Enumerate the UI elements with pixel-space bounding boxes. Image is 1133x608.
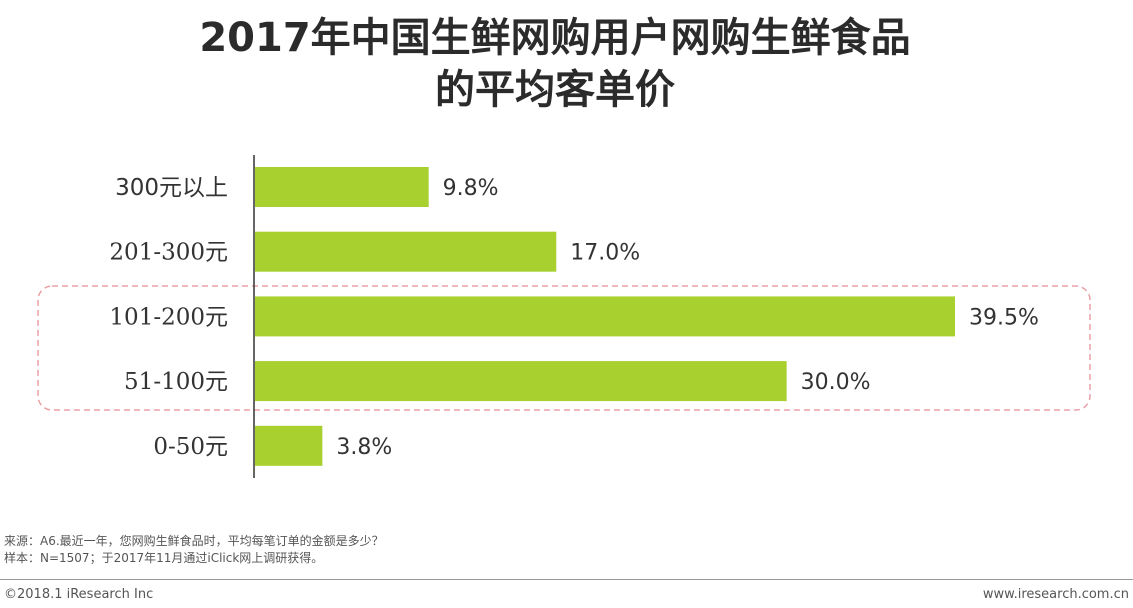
value-label: 39.5%	[969, 305, 1039, 330]
category-label: 0-50元	[153, 434, 228, 460]
bar-2	[255, 296, 955, 337]
value-label: 3.8%	[336, 435, 392, 460]
value-label: 17.0%	[570, 241, 640, 266]
copyright-text: ©2018.1 iResearch Inc	[4, 587, 154, 602]
source-note: 来源：A6.最近一年，您网购生鲜食品时，平均每笔订单的金额是多少？ 样本：N=1…	[4, 533, 384, 567]
chart-title: 2017年中国生鲜网购用户网购生鲜食品 的平均客单价	[0, 12, 1110, 116]
bar-4	[255, 425, 323, 466]
website-text: www.iresearch.com.cn	[982, 587, 1129, 602]
category-label: 201-300元	[109, 240, 228, 266]
highlight-box	[37, 285, 1091, 411]
value-label: 30.0%	[801, 370, 871, 395]
bar-3	[255, 361, 787, 402]
category-label: 51-100元	[124, 369, 228, 395]
source-sample: 样本：N=1507；于2017年11月通过iClick网上调研获得。	[4, 551, 324, 565]
bar-0	[255, 167, 429, 207]
category-label: 300元以上	[115, 175, 228, 201]
chart-title-line-2: 的平均客单价	[435, 67, 675, 113]
bar-1	[255, 231, 557, 272]
footer-divider	[0, 579, 1133, 580]
chart-title-line-1: 2017年中国生鲜网购用户网购生鲜食品	[199, 15, 911, 61]
value-label: 9.8%	[443, 176, 499, 201]
source-question: 来源：A6.最近一年，您网购生鲜食品时，平均每笔订单的金额是多少？	[4, 534, 384, 548]
bar-chart: 300元以上 9.8% 201-300元 17.0% 101-200元 39.5% 51-1…	[37, 155, 1091, 478]
category-label: 101-200元	[109, 304, 228, 330]
